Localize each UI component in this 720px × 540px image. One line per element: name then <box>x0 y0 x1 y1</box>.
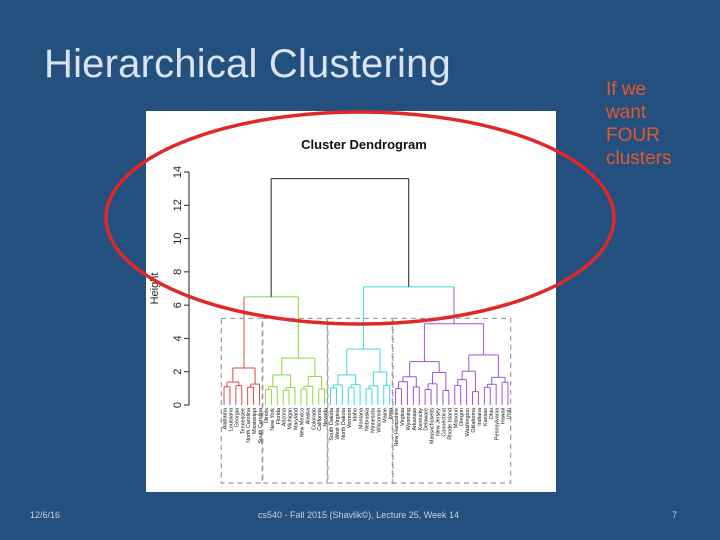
cluster-cut-box <box>327 317 393 484</box>
leaf-label: Arkansas <box>412 408 418 431</box>
leaf-label: Nevada <box>323 408 329 427</box>
leaf-label: Illinois <box>264 408 270 423</box>
dendrogram-title: Cluster Dendrogram <box>301 137 427 152</box>
leaf-label: South Carolina <box>258 408 264 444</box>
y-tick-label: 8 <box>172 269 184 275</box>
leaf-label: New Hampshire <box>394 408 400 446</box>
leaf-label: Indiana <box>477 408 483 426</box>
leaf-label: Ohio <box>489 408 495 419</box>
cluster-cut-box <box>392 317 512 484</box>
leaf-label: Massachusetts <box>430 408 436 444</box>
dendrogram-figure: Cluster Dendrogram 0 2 4 6 8 10 12 14 Height Alaba… <box>146 111 556 492</box>
leaf-label: Georgia <box>234 408 240 427</box>
leaf-label: Pennsylvania <box>495 408 501 440</box>
y-tick-label: 6 <box>172 302 184 308</box>
cluster-cut-box <box>262 317 328 484</box>
y-tick-label: 14 <box>172 166 184 178</box>
leaf-label: Minnesota <box>370 408 376 433</box>
slide-title: Hierarchical Clustering <box>44 42 451 86</box>
leaf-label: Wisconsin <box>376 408 382 433</box>
leaf-label: Rhode Island <box>447 408 453 440</box>
leaf-label: Iowa <box>388 408 394 419</box>
leaf-label: North Carolina <box>246 408 252 443</box>
leaf-label: Wyoming <box>406 408 412 430</box>
leaf-label: New Jersey <box>436 408 442 436</box>
leaf-label: Connecticut <box>441 407 447 436</box>
leaf-label: Alaska <box>305 408 311 424</box>
leaf-label: North Dakota <box>341 408 347 440</box>
leaf-label: Mississippi <box>252 408 258 434</box>
side-note-line: want <box>606 102 647 123</box>
leaf-label: Maine <box>382 408 388 423</box>
leaf-label: Oregon <box>459 408 465 426</box>
leaf-label: Kansas <box>483 408 489 426</box>
dendrogram-svg: Cluster Dendrogram 0 2 4 6 8 10 12 14 Height Alaba… <box>149 137 513 484</box>
side-note: If we want FOUR clusters <box>606 78 716 170</box>
leaf-label: California <box>317 408 323 431</box>
leaf-label: Utah <box>507 408 513 419</box>
leaf-label: Missouri <box>453 408 459 428</box>
leaf-label: New York <box>270 408 276 431</box>
side-note-line: clusters <box>606 148 672 169</box>
y-tick-label: 10 <box>172 232 184 244</box>
leaf-label: Delaware <box>424 408 430 431</box>
leaf-label: Washington <box>465 408 471 436</box>
leaf-label: Michigan <box>288 408 294 430</box>
leaf-label: Kentucky <box>418 408 424 430</box>
leaf-label: Oklahoma <box>471 408 477 433</box>
leaf-label: Colorado <box>311 408 317 430</box>
leaf-label: Maryland <box>294 408 300 430</box>
page-number: 7 <box>672 510 678 520</box>
leaf-label: Vermont <box>347 408 353 429</box>
footer-date: 12/6/16 <box>30 510 61 520</box>
y-tick-label: 2 <box>172 369 184 375</box>
leaf-label: Hawaii <box>501 408 507 424</box>
leaf-label: Montana <box>359 408 365 429</box>
leaf-label: Idaho <box>353 408 359 422</box>
leaf-label: Tennessee <box>240 408 246 434</box>
y-tick-label: 4 <box>172 335 184 341</box>
leaf-label: Alabama <box>223 408 229 429</box>
y-axis-title: Height <box>149 273 161 305</box>
leaf-label: Louisiana <box>228 408 234 431</box>
footer-course: cs540 - Fall 2015 (Shavlik©), Lecture 25… <box>258 510 460 520</box>
y-tick-label: 12 <box>172 199 184 211</box>
side-note-line: If we <box>606 79 647 100</box>
leaf-label: West Virginia <box>335 408 341 440</box>
leaf-label: New Mexico <box>299 408 305 437</box>
side-note-line: FOUR <box>606 125 660 146</box>
leaf-label: Nebraska <box>365 408 371 431</box>
leaf-label: Florida <box>276 408 282 424</box>
leaf-label: South Dakota <box>329 408 335 441</box>
leaf-label: Arizona <box>282 408 288 426</box>
y-tick-label: 0 <box>172 402 184 408</box>
leaf-label: Virginia <box>400 408 406 426</box>
